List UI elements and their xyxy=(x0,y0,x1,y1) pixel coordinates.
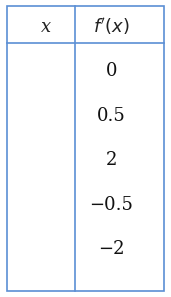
Text: −2: −2 xyxy=(98,241,124,258)
FancyBboxPatch shape xyxy=(7,6,164,291)
Text: 0: 0 xyxy=(105,62,117,80)
Text: x: x xyxy=(41,18,51,36)
Text: 2: 2 xyxy=(106,151,117,169)
Text: 0.5: 0.5 xyxy=(97,107,126,125)
Text: $f'(x)$: $f'(x)$ xyxy=(93,16,130,37)
Text: −0.5: −0.5 xyxy=(89,196,133,214)
